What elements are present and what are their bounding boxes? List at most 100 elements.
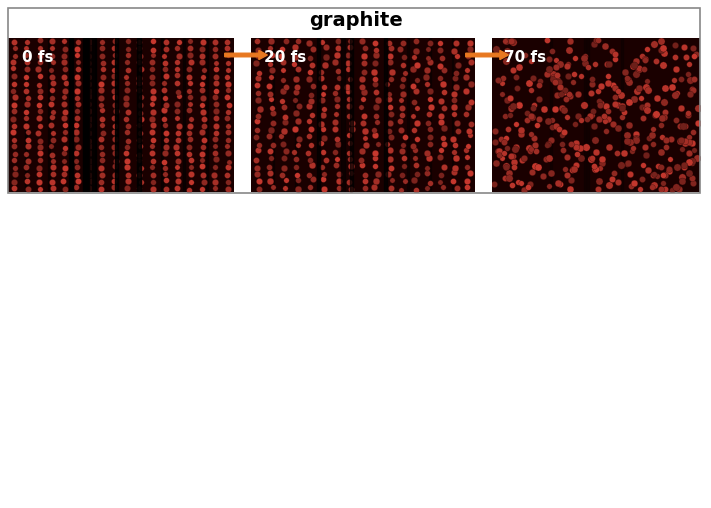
Point — [253, 185, 264, 193]
Point — [656, 120, 667, 129]
Point — [290, 154, 301, 163]
Point — [421, 184, 432, 193]
Point — [148, 51, 159, 59]
Point — [146, 129, 157, 137]
Point — [525, 147, 536, 155]
Point — [370, 51, 381, 59]
Point — [622, 76, 634, 84]
Point — [279, 118, 291, 126]
Bar — [584, 38, 586, 192]
Point — [515, 126, 527, 135]
Point — [465, 98, 476, 106]
Point — [449, 141, 461, 149]
Point — [109, 51, 121, 59]
Point — [670, 41, 681, 49]
Point — [410, 186, 422, 194]
Point — [563, 59, 574, 68]
Point — [223, 157, 235, 166]
Bar — [90, 38, 94, 192]
Point — [60, 121, 71, 129]
Point — [628, 144, 639, 152]
Point — [533, 95, 545, 103]
Point — [500, 174, 511, 182]
Point — [542, 140, 554, 148]
Point — [21, 121, 32, 130]
Point — [385, 133, 397, 141]
Point — [437, 54, 448, 62]
Point — [683, 158, 695, 166]
Point — [292, 171, 303, 179]
Point — [47, 58, 58, 66]
Point — [95, 86, 107, 94]
Point — [631, 56, 642, 65]
Point — [561, 153, 572, 161]
Point — [22, 128, 33, 136]
Point — [530, 162, 541, 170]
Point — [223, 101, 235, 109]
Point — [547, 70, 558, 78]
Point — [570, 54, 581, 62]
Point — [609, 93, 621, 101]
Point — [289, 43, 300, 51]
Point — [682, 70, 693, 78]
Point — [621, 137, 633, 145]
Point — [606, 175, 618, 183]
Point — [197, 86, 208, 94]
Point — [223, 184, 234, 193]
Point — [399, 133, 410, 141]
Point — [670, 65, 682, 73]
Point — [292, 83, 303, 91]
Point — [198, 93, 209, 102]
Point — [498, 74, 509, 82]
Point — [85, 115, 96, 123]
Point — [370, 46, 382, 54]
Point — [461, 163, 473, 171]
Point — [135, 93, 146, 102]
Point — [679, 138, 690, 146]
Point — [434, 74, 445, 82]
Point — [148, 37, 159, 45]
Point — [108, 143, 119, 151]
Point — [34, 185, 46, 193]
Point — [71, 51, 82, 59]
Point — [641, 83, 652, 91]
Point — [499, 112, 510, 120]
Point — [9, 44, 21, 52]
Point — [369, 75, 380, 83]
Point — [546, 116, 557, 124]
Point — [438, 163, 449, 171]
Point — [599, 117, 610, 125]
Point — [97, 59, 109, 67]
Point — [528, 135, 540, 143]
Point — [8, 38, 19, 46]
Point — [496, 79, 508, 87]
Point — [197, 38, 208, 46]
Point — [264, 90, 276, 98]
Bar — [317, 38, 319, 192]
Point — [567, 78, 579, 86]
Point — [515, 130, 527, 138]
Point — [97, 150, 108, 158]
Point — [197, 73, 208, 81]
Point — [278, 103, 289, 111]
Point — [292, 116, 304, 124]
Point — [550, 105, 561, 113]
Point — [46, 94, 58, 102]
Point — [550, 56, 562, 65]
Point — [410, 37, 422, 45]
Point — [369, 149, 380, 157]
Point — [434, 61, 446, 70]
Point — [85, 177, 97, 185]
Point — [460, 73, 471, 81]
Point — [616, 104, 628, 112]
Point — [385, 110, 397, 118]
Point — [160, 44, 171, 52]
Point — [134, 52, 146, 60]
Point — [263, 163, 274, 171]
Point — [533, 115, 545, 123]
Point — [84, 149, 95, 157]
Point — [461, 110, 472, 118]
Point — [279, 127, 290, 135]
Point — [358, 52, 370, 60]
Point — [385, 52, 396, 60]
